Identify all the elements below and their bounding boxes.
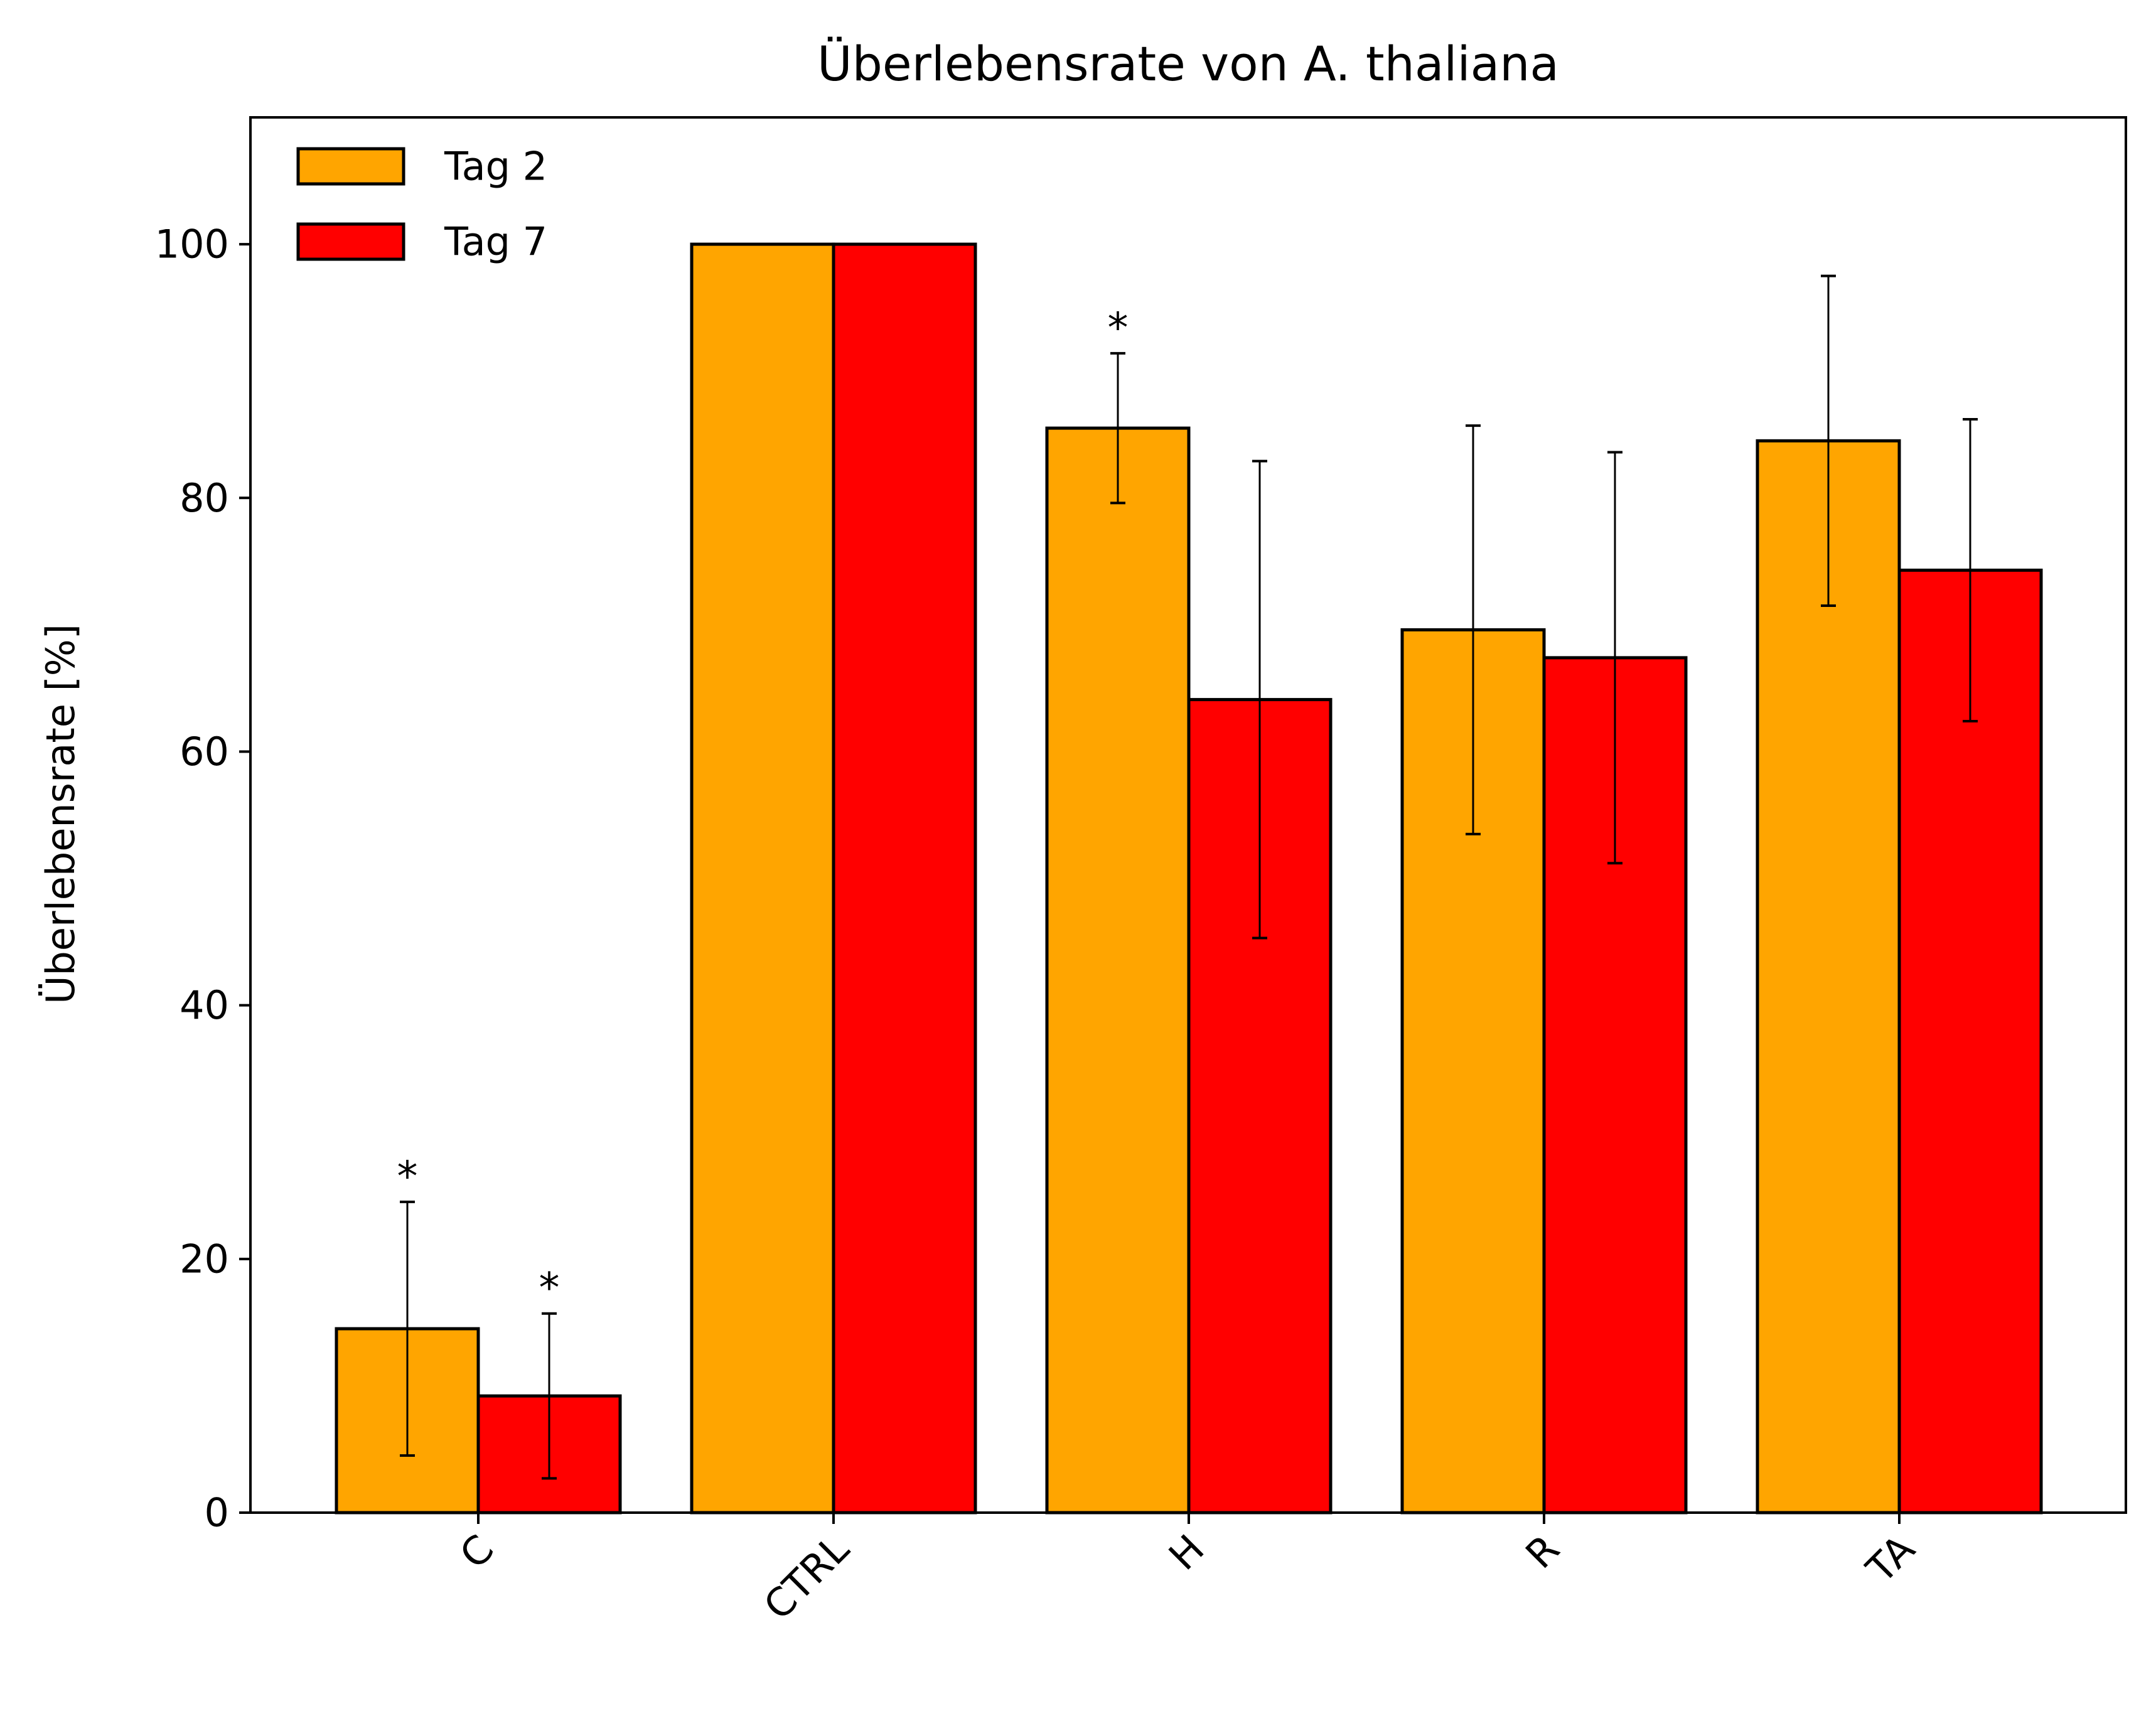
legend-entry: Tag 7 xyxy=(296,219,547,265)
legend: Tag 2 Tag 7 xyxy=(296,144,547,265)
plot-frame xyxy=(249,116,2127,1514)
x-tick-label: H xyxy=(1160,1526,1213,1579)
bar-tag-2-h xyxy=(1045,426,1191,1515)
y-tick-label: 80 xyxy=(180,475,229,521)
error-bar xyxy=(542,1312,557,1480)
y-axis-label: Überlebensrate [%] xyxy=(38,624,83,1004)
error-bar xyxy=(1466,424,1481,835)
legend-swatch xyxy=(296,222,405,261)
x-tick-label: CTRL xyxy=(755,1526,858,1629)
error-bar xyxy=(1110,351,1125,505)
error-bar xyxy=(1252,459,1267,940)
y-tick-label: 40 xyxy=(180,982,229,1028)
significance-marker: * xyxy=(1108,304,1129,352)
bars-layer xyxy=(335,242,2043,1515)
x-axis: C CTRL H R TA xyxy=(451,1513,1924,1629)
bar-tag-2-ctrl xyxy=(690,242,835,1515)
bar-tag-7-ctrl xyxy=(832,242,977,1515)
y-tick-label: 20 xyxy=(180,1236,229,1282)
legend-label: Tag 7 xyxy=(444,219,547,265)
error-bar xyxy=(1963,417,1978,722)
significance-layer: * * * xyxy=(397,304,1129,1312)
x-tick-label: C xyxy=(451,1526,502,1577)
legend-entry: Tag 2 xyxy=(296,144,547,190)
y-axis: 0 20 40 60 80 100 xyxy=(155,222,250,1536)
error-bar xyxy=(1821,274,1836,608)
y-tick-label: 100 xyxy=(155,222,229,267)
x-tick-label: TA xyxy=(1857,1526,1924,1592)
y-tick-label: 0 xyxy=(205,1490,229,1536)
legend-swatch xyxy=(296,147,405,186)
error-bars-layer xyxy=(400,274,1978,1480)
chart-title: Überlebensrate von A. thaliana xyxy=(817,36,1559,92)
significance-marker: * xyxy=(397,1152,418,1201)
y-tick-label: 60 xyxy=(180,729,229,775)
significance-marker: * xyxy=(539,1264,560,1312)
x-tick-label: R xyxy=(1517,1526,1569,1577)
error-bar xyxy=(1607,451,1622,865)
error-bar xyxy=(400,1200,415,1457)
legend-label: Tag 2 xyxy=(444,144,547,190)
